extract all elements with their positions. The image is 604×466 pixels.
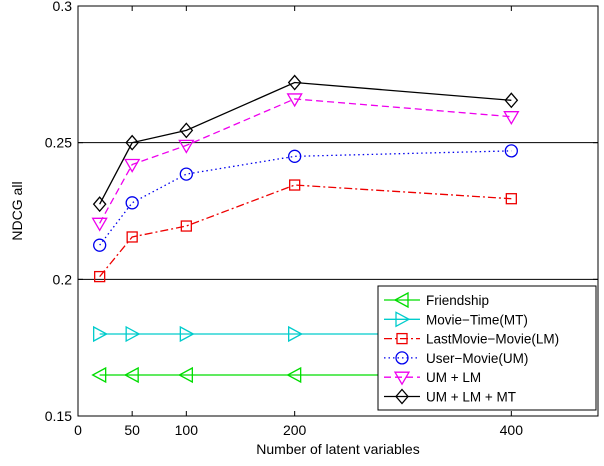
y-tick-label: 0.3 (53, 0, 73, 14)
data-point (180, 168, 192, 180)
x-tick-label: 400 (500, 422, 524, 438)
legend-label: UM + LM + MT (426, 390, 516, 405)
x-tick-label: 200 (283, 422, 307, 438)
series-line (100, 83, 512, 205)
y-axis-title: NDCG all (9, 181, 25, 240)
legend-label: User−Movie(UM) (426, 351, 528, 366)
legend-entry: UM + LM + MT (384, 390, 516, 405)
series-5 (94, 76, 518, 212)
series-3 (94, 145, 518, 251)
series-2 (95, 180, 517, 282)
grid (78, 143, 598, 280)
data-point (126, 197, 138, 209)
x-tick-label: 100 (175, 422, 199, 438)
y-tick-label: 0.15 (45, 408, 72, 424)
legend-label: Friendship (426, 293, 489, 308)
series-line (100, 99, 512, 223)
x-tick-label: 50 (124, 422, 140, 438)
x-tick-label: 0 (74, 422, 82, 438)
y-tick-label: 0.2 (53, 271, 73, 287)
legend-label: LastMovie−Movie(LM) (426, 332, 559, 347)
series-4 (93, 94, 519, 230)
legend-label: Movie−Time(MT) (426, 312, 528, 327)
legend: Friendship Movie−Time(MT) LastMovie−Movie(… (378, 286, 596, 410)
y-tick-label: 0.25 (45, 135, 72, 151)
legend-label: UM + LM (426, 370, 481, 385)
series-line (100, 185, 512, 277)
x-axis-title: Number of latent variables (256, 441, 419, 457)
data-point (504, 112, 518, 124)
data-point (289, 150, 301, 162)
data-point (181, 221, 191, 231)
data-point (93, 218, 107, 230)
